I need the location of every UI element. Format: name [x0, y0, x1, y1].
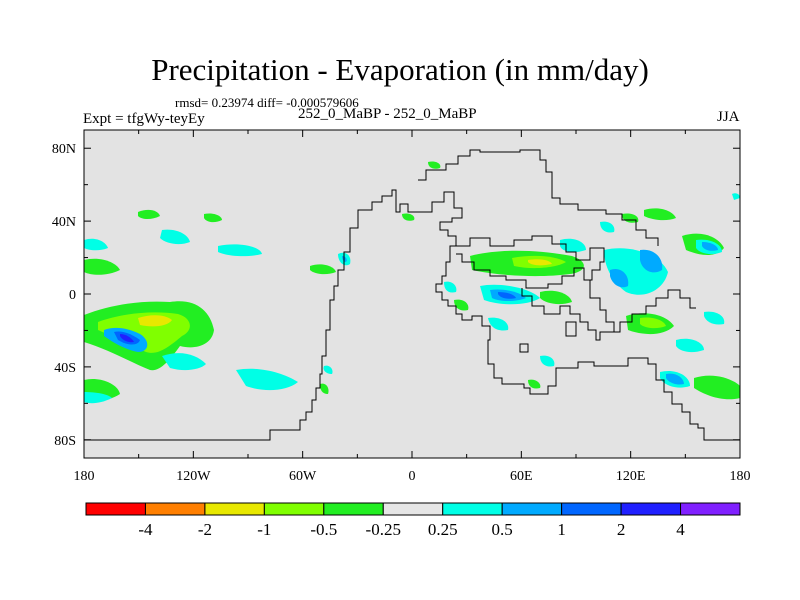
anomaly-patch [694, 375, 740, 400]
x-tick-label: 60W [289, 469, 317, 484]
x-tick-labels: 180 120W 60W 0 60E 120E 180 [74, 469, 751, 484]
x-tick-label: 60E [510, 469, 533, 484]
x-tick-label: 180 [74, 469, 95, 484]
x-tick-label: 0 [409, 469, 416, 484]
colorbar-label: -0.25 [366, 520, 401, 539]
colorbar-label: 2 [617, 520, 626, 539]
colorbar-swatch [323, 502, 384, 516]
anomaly-patch [704, 311, 725, 325]
island-outline [519, 343, 529, 353]
anomaly-patch [218, 244, 262, 257]
anomaly-patch [84, 258, 120, 275]
anomaly-patch [640, 317, 666, 329]
anomaly-patch [528, 259, 552, 266]
anomaly-patch [138, 209, 160, 219]
anomaly-patch [676, 338, 704, 353]
continent-outline [84, 189, 740, 441]
inner-basin-outline-2 [521, 279, 615, 341]
season-label: JJA [717, 109, 740, 125]
y-tick-label: 40N [52, 215, 76, 230]
y-tick-label: 80S [54, 434, 76, 449]
anomaly-patch [236, 368, 298, 391]
inner-basin-outline-3 [614, 289, 696, 333]
colorbar-swatch [204, 502, 265, 516]
inner-basin-outline [456, 235, 605, 289]
island-outline [565, 321, 577, 337]
anomaly-patch [498, 292, 516, 299]
anomaly-patch [610, 268, 629, 288]
colorbar [85, 502, 741, 516]
anomaly-patch [488, 317, 509, 331]
anomaly-patch [540, 355, 555, 367]
colorbar-label: -2 [198, 520, 212, 539]
anomaly-patch [454, 299, 469, 311]
anomaly-patch [84, 392, 112, 404]
anomaly-patch [323, 365, 333, 374]
anomaly-patch [162, 353, 206, 371]
anomaly-patch [204, 213, 222, 223]
anomaly-patch [402, 213, 415, 221]
anomaly-patch [600, 221, 615, 233]
y-tick-label: 0 [69, 288, 76, 303]
anomaly-patch [84, 238, 108, 251]
anomaly-patch [160, 229, 190, 245]
colorbar-swatch [501, 502, 563, 516]
anomaly-patch [120, 334, 134, 343]
y-tick-labels: 80N 40N 0 40S 80S [52, 142, 76, 449]
axis-ticks [83, 130, 741, 458]
colorbar-swatch [620, 502, 682, 516]
anomaly-patch [666, 373, 684, 385]
anomaly-patch [540, 290, 572, 305]
anomaly-patch [444, 281, 457, 293]
colorbar-swatch [561, 502, 622, 516]
stats-text: rmsd= 0.23974 diff= -0.000579606 [175, 95, 359, 110]
colorbar-swatch [442, 502, 503, 516]
colorbar-swatch [680, 502, 741, 516]
anomaly-patch [732, 193, 740, 200]
colorbar-swatch [382, 502, 444, 516]
anomaly-patch [138, 315, 172, 327]
colorbar-swatch [263, 502, 325, 516]
colorbar-label: -4 [138, 520, 153, 539]
x-tick-label: 120E [616, 469, 646, 484]
anomaly-patch [702, 242, 718, 251]
anomaly-patches [84, 161, 740, 404]
colorbar-label: 0.5 [492, 520, 513, 539]
anomaly-patch [528, 379, 541, 389]
colorbar-labels: -4 -2 -1 -0.5 -0.25 0.25 0.5 1 2 4 [138, 520, 685, 539]
anomaly-patch [640, 249, 663, 273]
colorbar-label: 0.25 [428, 520, 458, 539]
colorbar-label: 4 [676, 520, 685, 539]
coastline [84, 149, 740, 441]
colorbar-label: -1 [257, 520, 271, 539]
colorbar-label: -0.5 [310, 520, 337, 539]
case-label: 252_0_MaBP - 252_0_MaBP [298, 106, 477, 122]
experiment-label: Expt = tfgWy-teyEy [83, 111, 205, 127]
continent-outline-north [418, 149, 659, 246]
map-title: Precipitation - Evaporation (in mm/day) [151, 52, 649, 87]
colorbar-label: 1 [557, 520, 566, 539]
x-tick-label: 120W [176, 469, 211, 484]
y-tick-label: 80N [52, 142, 76, 157]
anomaly-patch [320, 383, 329, 394]
colorbar-swatch [85, 502, 146, 516]
anomaly-patch [310, 264, 336, 275]
anomaly-patch [644, 208, 676, 221]
y-tick-label: 40S [54, 361, 76, 376]
x-tick-label: 180 [730, 469, 751, 484]
anomaly-patch [428, 161, 441, 169]
plot-area [84, 130, 740, 458]
colorbar-swatch [144, 502, 206, 516]
